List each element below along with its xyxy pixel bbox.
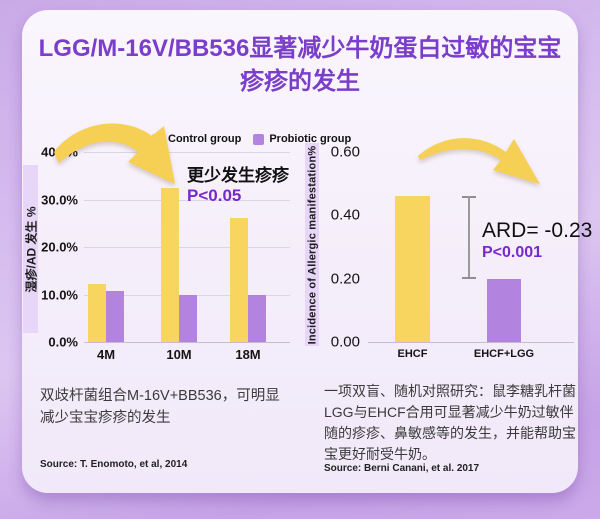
right-chart-xlabels: EHCF EHCF+LGG — [368, 348, 574, 364]
page-title: LGG/M-16V/BB536显著减少牛奶蛋白过敏的宝宝 疹疹的发生 — [22, 32, 578, 98]
y-tick-label: 0.60 — [330, 143, 360, 161]
error-bar-line — [468, 196, 470, 279]
right-chart-ylabel-strip: Incidence of Allergic manifestation% — [305, 143, 319, 346]
legend-label-probiotic: Probiotic group — [269, 133, 352, 145]
bar-18M-control — [230, 217, 248, 342]
right-study-note: 一项双盲、随机对照研究：鼠李糖乳杆菌LGG与EHCF合用可显著减少牛奶过敏伴随的… — [324, 383, 576, 462]
bar-ehcf — [395, 196, 430, 342]
y-tick-label: 0.20 — [330, 270, 360, 288]
left-annotation-pvalue: P<0.05 — [187, 186, 242, 205]
right-annotation-pvalue: P<0.001 — [482, 244, 543, 261]
y-tick-label: 20.0% — [41, 239, 78, 255]
left-chart-plot — [84, 152, 290, 343]
left-chart-xlabels: 4M 10M 18M — [84, 347, 290, 363]
left-chart-ylabel-strip: 湿疹/AD 发生 % — [23, 165, 38, 333]
bar-4M-probiotic — [106, 290, 124, 342]
probiotic-swatch-icon — [253, 133, 265, 145]
y-tick-label: 0.00 — [330, 333, 360, 351]
left-chart-annotation: 更少发生疹疹 P<0.05 — [187, 161, 289, 206]
right-source-citation: Source: Berni Canani, et al. 2017 — [324, 463, 480, 474]
bar-10M-control — [161, 187, 179, 342]
difference-error-bar — [462, 196, 476, 279]
y-tick-label: 30.0% — [41, 192, 78, 207]
right-chart-plot — [368, 152, 574, 343]
page-title-line1: LGG/M-16V/BB536显著减少牛奶蛋白过敏的宝宝 — [38, 35, 562, 62]
right-chart-ylabel: Incidence of Allergic manifestation% — [306, 145, 319, 344]
y-tick-label: 0.0% — [48, 334, 78, 350]
bar-10M-probiotic — [179, 294, 197, 342]
left-study-note: 双歧杆菌组合M-16V+BB536，可明显减少宝宝疹疹的发生 — [40, 388, 280, 426]
bar-group-4M — [88, 283, 124, 342]
left-annotation-text: 更少发生疹疹 — [187, 166, 289, 185]
gridline — [84, 247, 290, 248]
left-chart-ylabel: 湿疹/AD 发生 % — [24, 205, 39, 293]
bar-18M-probiotic — [248, 294, 266, 342]
left-source-citation: Source: T. Enomoto, et al, 2014 — [40, 459, 188, 470]
curved-arrow-right-icon — [418, 138, 540, 184]
error-bar-bottom-cap — [462, 277, 476, 279]
x-tick-label: 4M — [96, 347, 116, 362]
y-tick-label: 0.40 — [330, 206, 360, 224]
gridline — [84, 152, 290, 153]
bar-group-18M — [230, 217, 266, 342]
x-tick-label: EHCF+LGG — [473, 348, 535, 360]
legend-label-control: Control group — [168, 133, 242, 145]
bar-4M-control — [88, 283, 106, 342]
x-tick-label: EHCF — [397, 348, 428, 360]
right-chart-annotation: ARD= -0.23 P<0.001 — [482, 219, 592, 262]
legend-item-probiotic: Probiotic group — [253, 133, 351, 145]
x-tick-label: 18M — [235, 347, 261, 362]
page-title-line2: 疹疹的发生 — [240, 68, 360, 95]
content-card — [22, 10, 578, 493]
bar-group-10M — [161, 187, 197, 342]
curved-arrow-left-icon — [54, 123, 175, 184]
right-annotation-text: ARD= -0.23 — [482, 219, 593, 242]
axis-line — [368, 342, 574, 343]
bar-ehcf+lgg — [487, 278, 521, 342]
gridline — [84, 199, 290, 201]
x-tick-label: 10M — [166, 347, 192, 362]
y-tick-label: 10.0% — [41, 287, 78, 302]
gridline — [84, 342, 290, 343]
